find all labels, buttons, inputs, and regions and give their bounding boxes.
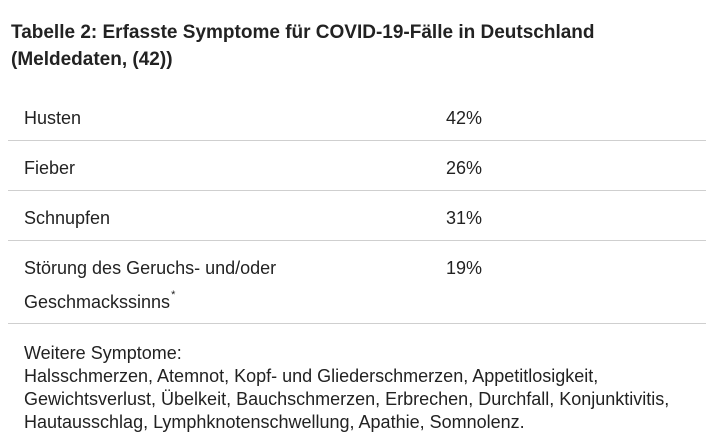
further-symptoms-list: Halsschmerzen, Atemnot, Kopf- und Gliede…	[24, 366, 670, 432]
symptom-label: Schnupfen	[24, 208, 111, 228]
symptom-percent: 26%	[446, 158, 483, 178]
symptom-label: Störung des Geruchs- und/oder Geschmacks…	[24, 256, 354, 312]
footnote-marker: *	[171, 289, 176, 301]
symptom-label: Fieber	[24, 158, 76, 178]
symptom-label-line2: Geschmackssinns*	[24, 289, 176, 312]
table-row: Störung des Geruchs- und/oder Geschmacks…	[8, 241, 706, 324]
table-caption: Tabelle 2: Erfasste Symptome für COVID-1…	[11, 22, 595, 70]
symptom-label-line1: Störung des Geruchs- und/oder	[24, 258, 277, 278]
symptom-percent: 42%	[446, 108, 483, 128]
symptom-percent: 19%	[446, 258, 483, 278]
further-symptoms: Weitere Symptome: Halsschmerzen, Atemnot…	[24, 342, 702, 434]
symptom-label-line2-text: Geschmackssinns	[24, 292, 171, 312]
symptom-label: Husten	[24, 108, 82, 128]
table-row: Fieber 26%	[8, 141, 706, 191]
symptom-percent: 31%	[446, 208, 483, 228]
further-symptoms-heading: Weitere Symptome:	[24, 343, 182, 363]
symptom-table: Husten 42% Fieber 26% Schnupfen 31% Stör…	[8, 91, 706, 324]
table-row: Schnupfen 31%	[8, 191, 706, 241]
table-row: Husten 42%	[8, 91, 706, 141]
